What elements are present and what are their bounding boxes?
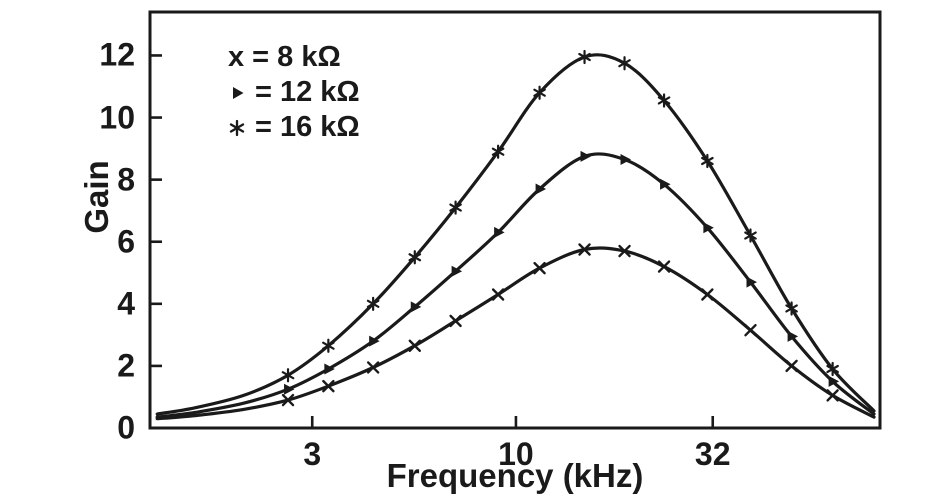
curve-8kohm bbox=[155, 246, 876, 421]
y-tick-label: 12 bbox=[99, 36, 135, 73]
x-marker-icon bbox=[366, 361, 380, 374]
x-marker-icon bbox=[281, 393, 295, 407]
y-tick-label: 2 bbox=[117, 347, 135, 384]
triangle-right-marker-icon bbox=[324, 363, 335, 375]
legend: x = 8 kΩ = 12 kΩ = 16 kΩ bbox=[228, 41, 360, 143]
legend-item-8k: x = 8 kΩ bbox=[228, 41, 360, 73]
y-axis-title: Gain bbox=[78, 160, 115, 234]
asterisk-marker-icon bbox=[281, 368, 295, 383]
x-marker-icon bbox=[657, 260, 671, 273]
triangle-right-marker-icon bbox=[660, 178, 671, 190]
asterisk-marker-icon bbox=[826, 361, 839, 377]
x-marker-icon bbox=[826, 389, 839, 402]
triangle-right-marker-icon bbox=[233, 86, 244, 99]
legend-label-12k: = 12 kΩ bbox=[255, 76, 360, 108]
asterisk-marker-icon bbox=[449, 200, 462, 215]
x-marker-icon bbox=[785, 359, 798, 373]
asterisk-marker-icon bbox=[322, 338, 335, 353]
triangle-right-marker-icon bbox=[410, 301, 422, 313]
asterisk-marker-icon bbox=[744, 228, 757, 243]
x-marker-icon bbox=[322, 379, 335, 393]
y-tick-label: 10 bbox=[99, 99, 135, 136]
asterisk-marker-icon bbox=[408, 250, 422, 265]
x-marker-icon bbox=[491, 288, 505, 301]
triangle-right-marker-icon bbox=[620, 153, 632, 165]
legend-label-8k: x = 8 kΩ bbox=[228, 41, 341, 73]
triangle-right-marker-icon bbox=[535, 183, 547, 195]
x-marker-icon bbox=[701, 288, 714, 301]
triangle-right-marker-icon bbox=[787, 330, 799, 342]
triangle-right-marker-icon bbox=[703, 222, 714, 234]
triangle-right-marker-icon bbox=[580, 150, 592, 162]
x-axis-title: Frequency (kHz) bbox=[386, 457, 644, 494]
x-tick-label: 10 bbox=[498, 436, 534, 472]
asterisk-marker-icon bbox=[491, 144, 505, 159]
asterisk-marker-icon bbox=[229, 119, 245, 136]
x-tick-label: 32 bbox=[694, 436, 731, 472]
legend-label-16k: = 16 kΩ bbox=[255, 111, 360, 143]
x-marker-icon bbox=[408, 339, 421, 352]
asterisk-marker-icon bbox=[701, 153, 714, 169]
legend-item-12k: = 12 kΩ bbox=[228, 76, 360, 108]
x-tick-label: 3 bbox=[303, 436, 322, 472]
curve-12kohm bbox=[155, 152, 876, 419]
triangle-right-marker-icon bbox=[494, 226, 505, 238]
x-marker-icon bbox=[578, 243, 591, 256]
asterisk-marker-icon bbox=[533, 85, 546, 100]
x-marker-icon bbox=[618, 244, 631, 258]
y-tick-label: 0 bbox=[117, 409, 135, 446]
asterisk-marker-icon bbox=[578, 49, 591, 65]
legend-item-16k: = 16 kΩ bbox=[228, 111, 360, 143]
triangle-right-marker-icon bbox=[369, 335, 380, 347]
asterisk-marker-icon bbox=[785, 301, 798, 316]
asterisk-marker-icon bbox=[366, 296, 380, 311]
y-tick-label: 4 bbox=[117, 285, 135, 322]
asterisk-marker-icon bbox=[657, 93, 671, 108]
triangle-right-marker-icon bbox=[451, 265, 463, 277]
x-marker-icon bbox=[449, 314, 462, 328]
x-marker-icon bbox=[533, 261, 546, 275]
asterisk-marker-icon bbox=[618, 56, 631, 71]
triangle-right-marker-icon bbox=[828, 375, 840, 387]
triangle-right-marker-icon bbox=[284, 383, 295, 395]
y-tick-label: 8 bbox=[117, 161, 135, 198]
x-marker-icon bbox=[744, 324, 757, 337]
triangle-right-marker-icon bbox=[746, 276, 757, 288]
y-tick-label: 6 bbox=[117, 223, 135, 260]
